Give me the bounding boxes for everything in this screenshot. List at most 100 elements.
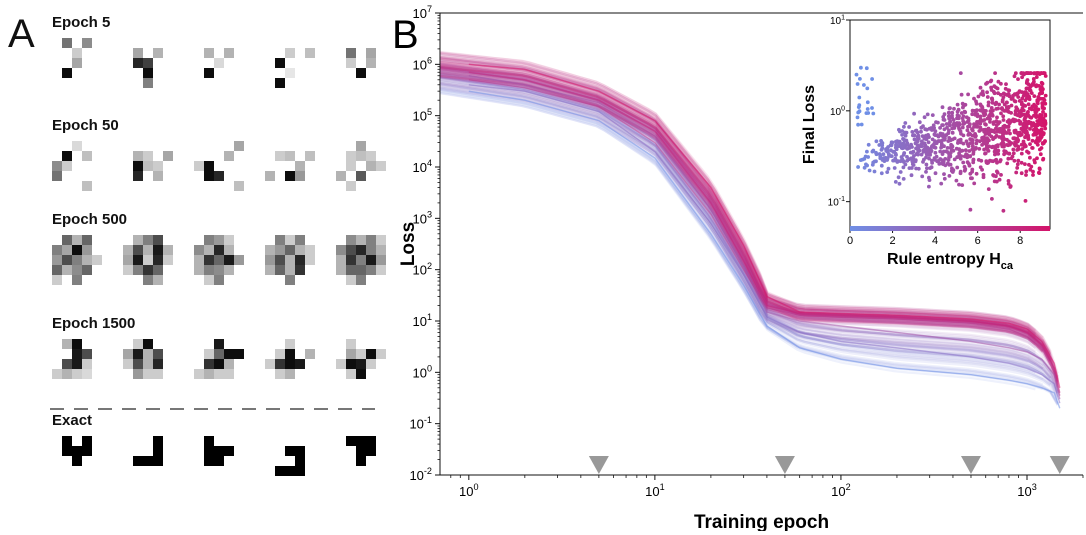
grid-cell (234, 181, 244, 191)
grid-cell (143, 369, 153, 379)
scatter-point (933, 158, 937, 162)
grid-cell (295, 161, 305, 171)
inset-scatter: 0 2 4 6 8 10-1 100 101 Rule entropy Hca Final Los… (801, 15, 1051, 272)
scatter-point (978, 85, 983, 90)
scatter-point (973, 132, 977, 136)
scatter-point (1019, 160, 1024, 165)
scatter-point (967, 131, 971, 136)
loss-trajectory (439, 76, 1044, 370)
scatter-point (963, 102, 968, 107)
scatter-point (912, 154, 916, 158)
epoch-label: Epoch 5 (52, 14, 111, 31)
grid-cell (72, 369, 82, 379)
scatter-point (889, 154, 894, 159)
scatter-point (986, 100, 991, 105)
scatter-point (996, 79, 1001, 84)
grid-cell (275, 359, 285, 369)
scatter-point (1025, 86, 1029, 91)
scatter-point (1016, 95, 1021, 99)
scatter-point (901, 177, 906, 181)
scatter-point (1015, 148, 1020, 152)
ca-grid (194, 235, 244, 285)
ca-grid (204, 436, 234, 466)
scatter-point (891, 150, 896, 154)
scatter-point (990, 112, 994, 116)
scatter-point (983, 122, 987, 126)
loss-trajectory (439, 65, 1059, 383)
grid-cell (265, 265, 275, 275)
grid-cell (204, 456, 214, 466)
scatter-point (994, 107, 999, 111)
scatter-point (1023, 199, 1028, 203)
loss-trajectory (439, 65, 1044, 347)
grid-cell (62, 161, 72, 171)
grid-cell (214, 349, 224, 359)
loss-trajectory (439, 83, 1036, 366)
loss-trajectory (439, 72, 1044, 360)
ca-grid (52, 141, 92, 191)
grid-cell (62, 255, 72, 265)
grid-cell (133, 255, 143, 265)
scatter-point (971, 147, 975, 152)
scatter-point (948, 151, 953, 155)
scatter-point (865, 100, 870, 105)
grid-cell (62, 151, 72, 161)
y-tick-label: 104 (412, 158, 432, 175)
scatter-point (1001, 131, 1005, 136)
scatter-point (986, 187, 991, 192)
loss-trajectory (439, 82, 1029, 364)
grid-cell (285, 349, 295, 359)
scatter-point (941, 160, 946, 164)
grid-cell (285, 48, 295, 58)
grid-cell (275, 369, 285, 379)
scatter-point (1029, 107, 1034, 112)
ca-grid (265, 235, 315, 285)
grid-cell (153, 255, 163, 265)
scatter-point (874, 139, 879, 144)
scatter-point (1026, 102, 1031, 107)
scatter-point (1031, 77, 1036, 81)
grid-cell (143, 255, 153, 265)
loss-trajectory (439, 54, 1052, 354)
scatter-point (940, 105, 945, 110)
ca-grid (336, 235, 386, 285)
y-tick-label: 101 (412, 312, 432, 329)
grid-cell (285, 265, 295, 275)
scatter-point (983, 137, 988, 142)
grid-cell (275, 78, 285, 88)
scatter-point (889, 140, 894, 145)
scatter-point (1028, 155, 1032, 160)
grid-cell (346, 436, 356, 446)
grid-cell (285, 171, 295, 181)
scatter-point (1039, 85, 1044, 89)
scatter-point (946, 110, 951, 115)
scatter-point (964, 139, 969, 144)
scatter-point (1011, 147, 1016, 152)
scatter-point (974, 108, 979, 113)
loss-trajectory (439, 87, 1059, 404)
scatter-point (969, 137, 974, 142)
grid-cell (204, 245, 214, 255)
scatter-point (1017, 110, 1022, 115)
ca-grid (133, 151, 173, 181)
grid-cell (336, 255, 346, 265)
grid-cell (295, 446, 305, 456)
scatter-point (1023, 135, 1027, 140)
grid-cell (153, 359, 163, 369)
loss-trajectory (439, 56, 1037, 335)
grid-cell (153, 349, 163, 359)
grid-cell (214, 245, 224, 255)
ca-grid (62, 38, 92, 78)
scatter-point (942, 172, 946, 177)
scatter-point (911, 163, 916, 167)
grid-cell (356, 359, 366, 369)
panel-b: B 10-2 10-1 100 101 102 103 104 105 106 107 100 101 1… (390, 0, 1086, 533)
loss-trajectory (439, 53, 1052, 356)
scatter-point (885, 146, 890, 151)
ca-grid (62, 436, 92, 466)
scatter-point (1013, 143, 1018, 148)
grid-cell (295, 245, 305, 255)
inset-y-tick-label: 101 (830, 15, 845, 28)
y-tick-label: 106 (412, 55, 432, 72)
grid-cell (295, 265, 305, 275)
